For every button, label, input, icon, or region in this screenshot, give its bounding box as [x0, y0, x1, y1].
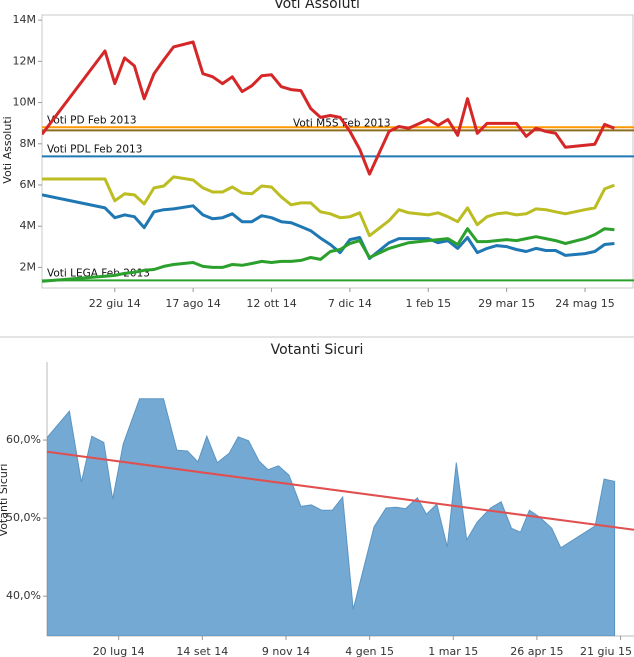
- y-tick-label: 4M: [20, 219, 37, 232]
- x-tick-label: 12 ott 14: [246, 297, 296, 310]
- x-tick-label: 21 giu 15: [580, 645, 632, 657]
- x-tick-label: 22 giu 14: [89, 297, 141, 310]
- y-axis-title: Voti Assoluti: [1, 116, 14, 183]
- y-axis-title: Votanti Sicuri: [0, 464, 10, 537]
- y-tick-label: 2M: [20, 260, 37, 273]
- area: [47, 398, 616, 636]
- y-tick-label: 50,0%: [6, 511, 41, 524]
- x-tick-label: 26 apr 15: [510, 645, 563, 657]
- series-line: [42, 40, 615, 176]
- x-tick-label: 20 lug 14: [93, 645, 145, 657]
- reference-label: Voti LEGA Feb 2013: [47, 267, 150, 279]
- y-tick-label: 8M: [20, 137, 37, 150]
- x-tick-label: 14 set 14: [176, 645, 228, 657]
- y-tick-label: 14M: [13, 13, 37, 26]
- trend-line: [47, 450, 634, 531]
- reference-label: Voti PD Feb 2013: [47, 114, 137, 126]
- y-tick-label: 40,0%: [6, 589, 41, 602]
- chart-title: Votanti Sicuri: [271, 342, 364, 358]
- y-tick-label: 10M: [13, 96, 37, 109]
- x-tick-label: 24 mag 15: [555, 297, 614, 310]
- x-tick-label: 17 ago 14: [165, 297, 220, 310]
- x-tick-label: 4 gen 15: [345, 645, 394, 657]
- plot-frame: [41, 14, 634, 289]
- chart-title: Voti Assoluti: [274, 0, 360, 12]
- x-tick-label: 7 dic 14: [328, 297, 372, 310]
- y-tick-label: 12M: [13, 54, 37, 67]
- x-tick-label: 29 mar 15: [478, 297, 535, 310]
- x-tick-label: 1 mar 15: [428, 645, 478, 657]
- reference-label: Voti M5S Feb 2013: [293, 117, 391, 129]
- x-tick-label: 9 nov 14: [262, 645, 310, 657]
- y-tick-label: 6M: [20, 178, 37, 191]
- reference-label: Voti PDL Feb 2013: [47, 143, 142, 155]
- x-tick-label: 1 feb 15: [405, 297, 451, 310]
- series-line: [42, 227, 615, 283]
- series-line: [42, 175, 615, 238]
- y-tick-label: 60,0%: [6, 433, 41, 446]
